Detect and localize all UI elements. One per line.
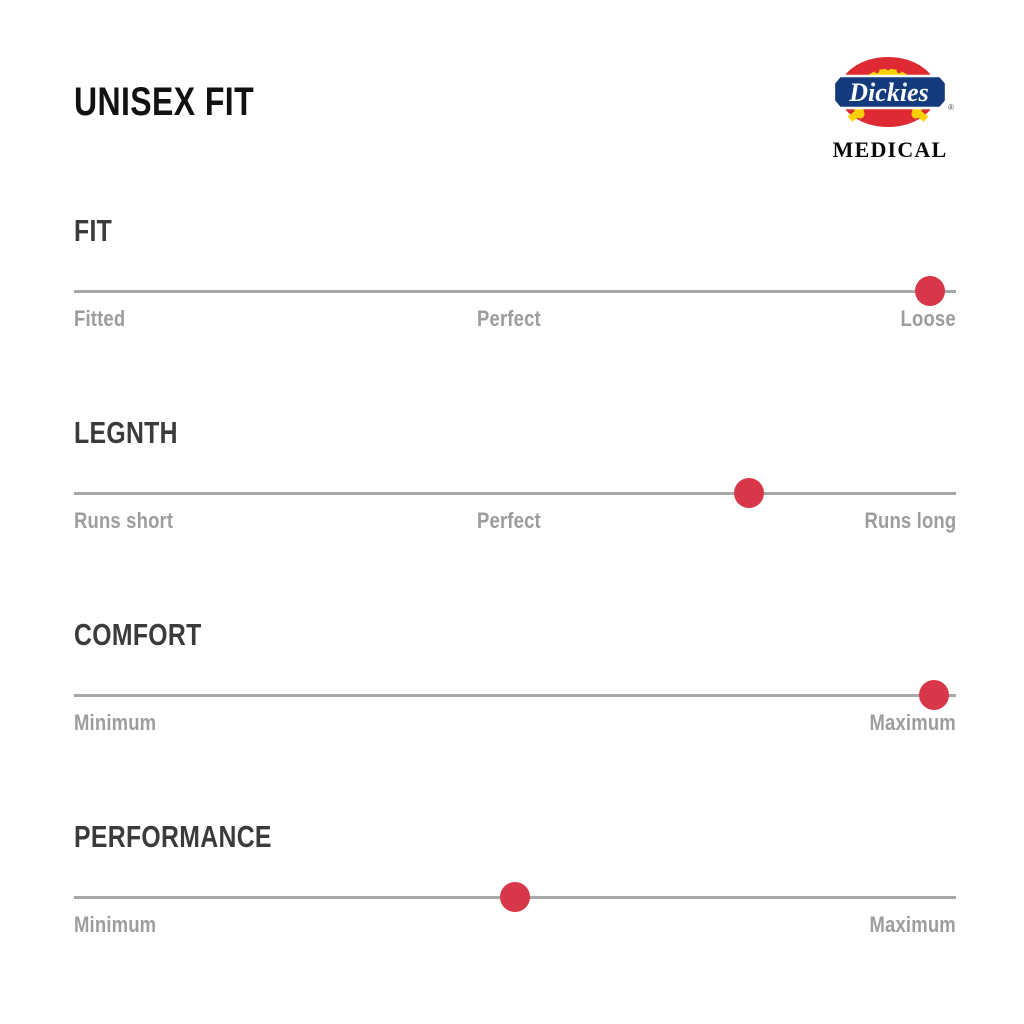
slider-track-fit <box>74 290 956 293</box>
slider-label-legnth-end: Runs long <box>864 508 956 533</box>
slider-thumb-legnth[interactable] <box>733 478 764 508</box>
slider-legnth[interactable] <box>74 476 956 510</box>
slider-section-legnth: LEGNTH Runs short Perfect Runs long <box>74 408 956 610</box>
slider-labels-performance: Minimum Maximum <box>74 912 956 942</box>
slider-labels-fit: Fitted Perfect Loose <box>74 306 956 336</box>
slider-section-fit: FIT Fitted Perfect Loose <box>74 206 956 408</box>
slider-heading-comfort: COMFORT <box>74 617 202 652</box>
dickies-logo: Dickies ® <box>820 56 960 132</box>
registered-mark-icon: ® <box>948 103 954 112</box>
slider-comfort[interactable] <box>74 678 956 712</box>
slider-performance[interactable] <box>74 880 956 914</box>
slider-thumb-performance[interactable] <box>500 882 530 912</box>
slider-fit[interactable] <box>74 274 956 308</box>
slider-heading-fit: FIT <box>74 213 113 248</box>
slider-label-fit-end: Loose <box>900 306 956 331</box>
slider-label-comfort-start: Minimum <box>74 710 157 735</box>
slider-thumb-comfort[interactable] <box>918 680 949 710</box>
slider-list: FIT Fitted Perfect Loose LEGNTH Runs sho… <box>74 206 956 962</box>
slider-heading-performance: PERFORMANCE <box>74 819 272 854</box>
slider-label-comfort-end: Maximum <box>869 710 956 735</box>
slider-labels-legnth: Runs short Perfect Runs long <box>74 508 956 538</box>
slider-label-fit-start: Fitted <box>74 306 126 331</box>
slider-heading-legnth: LEGNTH <box>74 415 178 450</box>
slider-section-performance: PERFORMANCE Minimum Maximum <box>74 812 956 962</box>
slider-label-legnth-middle: Perfect <box>477 508 541 533</box>
brand-block: Dickies ® MEDICAL <box>820 56 960 162</box>
slider-label-legnth-start: Runs short <box>74 508 174 533</box>
page-title: UNISEX FIT <box>74 80 255 124</box>
slider-track-legnth <box>74 492 956 495</box>
slider-label-performance-start: Minimum <box>74 912 157 937</box>
slider-label-performance-end: Maximum <box>869 912 956 937</box>
slider-label-fit-middle: Perfect <box>477 306 541 331</box>
slider-thumb-fit[interactable] <box>914 276 945 306</box>
slider-section-comfort: COMFORT Minimum Maximum <box>74 610 956 812</box>
brand-wordmark: Dickies <box>848 78 928 107</box>
slider-track-comfort <box>74 694 956 697</box>
brand-sub-label: MEDICAL <box>832 137 948 162</box>
slider-labels-comfort: Minimum Maximum <box>74 710 956 740</box>
